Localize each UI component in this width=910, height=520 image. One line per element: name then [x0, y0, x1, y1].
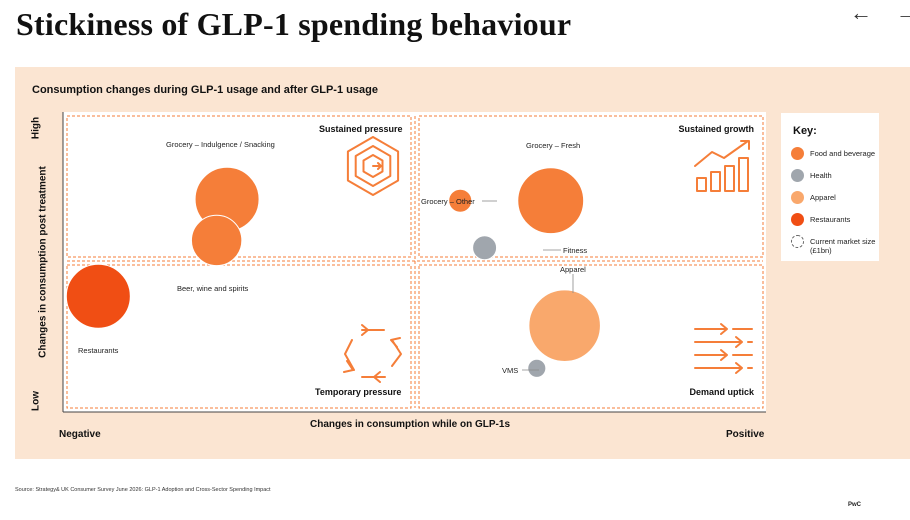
bubble-vms: [527, 358, 547, 378]
bubble-beer-wine-and-spirits: [190, 214, 243, 267]
legend-swatch-dashed: [791, 235, 804, 248]
quadrant-title-demand-uptick: Demand uptick: [689, 387, 754, 397]
legend-item-apparel: Apparel: [791, 191, 884, 204]
x-positive-label: Positive: [726, 429, 765, 440]
legend-label: Food and beverage: [810, 149, 876, 158]
legend-swatch: [791, 169, 804, 182]
bubble-label-apparel: Apparel: [560, 265, 586, 274]
bubble-restaurants: [65, 263, 131, 329]
bubble-label-vms: VMS: [502, 366, 519, 375]
quadrant-box-sustained-pressure: [66, 115, 412, 258]
forward-arrows-icon: [694, 323, 753, 374]
bubble-apparel: [528, 289, 601, 362]
bubble-label-beer-wine-spirits: Beer, wine and spirits: [177, 284, 249, 293]
bar-growth-icon: [694, 140, 750, 192]
hexagon-spiral-icon: [346, 136, 400, 196]
legend-title: Key:: [793, 125, 817, 137]
source-note: Source: Strategy& UK Consumer Survey Jun…: [15, 487, 271, 493]
hexagon-cycle-icon: [343, 324, 402, 383]
bubble-label-grocery-fresh: Grocery – Fresh: [526, 141, 581, 150]
bubble-grocery-fresh: [517, 167, 585, 235]
quadrant-box-temporary-pressure: [66, 264, 412, 409]
quadrant-title-sustained-growth: Sustained growth: [678, 124, 754, 134]
y-high-label: High: [30, 116, 42, 140]
pwc-logo: PwC: [848, 502, 862, 508]
legend-label: Apparel: [810, 193, 836, 202]
quadrant-box-demand-uptick: [418, 264, 764, 409]
chart-title: Consumption changes during GLP-1 usage a…: [32, 84, 378, 96]
arrow-left-icon[interactable]: ←: [850, 0, 872, 25]
arrow-right-icon[interactable]: →: [896, 0, 910, 25]
page-title: Stickiness of GLP-1 spending behaviour: [16, 6, 572, 42]
legend-item-health: Health: [791, 169, 884, 182]
bubble-label-grocery-other: Grocery – Other: [421, 197, 475, 206]
legend: Key: Food and beverage Health Apparel Re…: [781, 113, 879, 261]
bubble-label-fitness: Fitness: [563, 246, 588, 255]
legend-label: Health: [810, 171, 832, 180]
bubble-fitness: [472, 235, 498, 261]
legend-label: Current market size (£1bn): [810, 237, 876, 255]
legend-swatch: [791, 213, 804, 226]
x-negative-label: Negative: [59, 429, 101, 440]
quadrant-title-temporary-pressure: Temporary pressure: [315, 387, 402, 397]
y-axis-label: Changes in consumption post treatment: [37, 166, 49, 358]
quadrant-title-sustained-pressure: Sustained pressure: [319, 124, 403, 134]
legend-item-food-beverage: Food and beverage: [791, 147, 884, 160]
bubble-grocery-other: [448, 188, 473, 213]
bubble-label-restaurants: Restaurants: [78, 346, 119, 355]
legend-label: Restaurants: [810, 215, 851, 224]
legend-item-restaurants: Restaurants: [791, 213, 884, 226]
y-low-label: Low: [30, 391, 42, 411]
legend-item-market-size: Current market size (£1bn): [791, 235, 884, 255]
bubble-label-grocery-indulgence: Grocery – Indulgence / Snacking: [166, 140, 275, 149]
quadrant-box-sustained-growth: [418, 115, 764, 258]
x-axis-label: Changes in consumption while on GLP-1s: [309, 419, 511, 430]
legend-swatch: [791, 191, 804, 204]
legend-swatch: [791, 147, 804, 160]
